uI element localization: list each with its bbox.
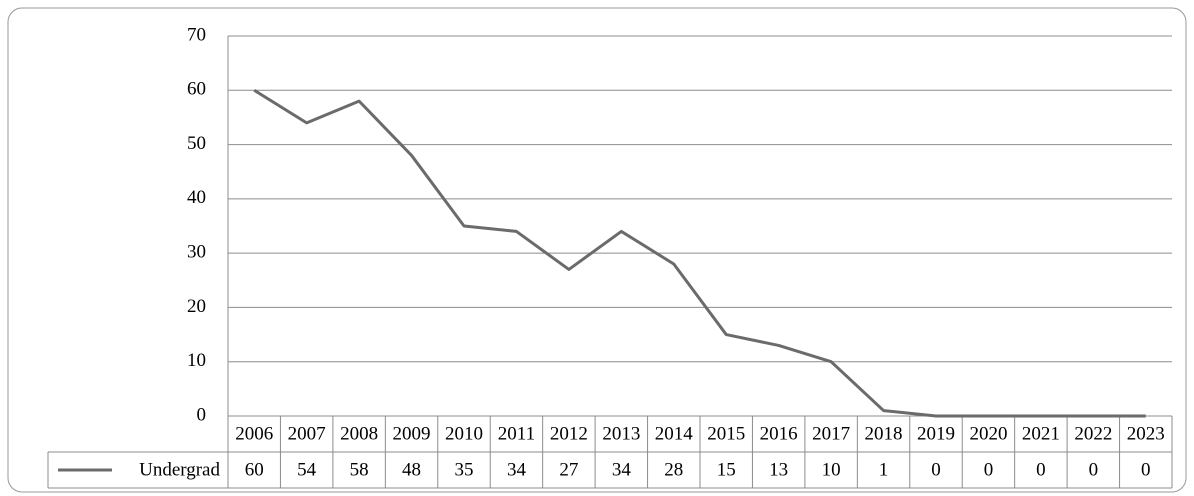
- table-value: 54: [297, 459, 317, 480]
- x-tick-label: 2009: [393, 423, 431, 444]
- legend-label: Undergrad: [139, 459, 220, 480]
- table-value: 34: [507, 459, 527, 480]
- table-value: 0: [1141, 459, 1151, 480]
- y-tick-label: 40: [187, 187, 206, 208]
- table-value: 60: [245, 459, 264, 480]
- y-tick-label: 70: [187, 24, 206, 45]
- table-value: 35: [455, 459, 474, 480]
- x-tick-label: 2010: [445, 423, 483, 444]
- x-tick-label: 2011: [498, 423, 535, 444]
- table-value: 48: [402, 459, 421, 480]
- x-tick-label: 2020: [969, 423, 1007, 444]
- table-value: 0: [1089, 459, 1099, 480]
- table-value: 34: [612, 459, 632, 480]
- x-tick-label: 2006: [235, 423, 273, 444]
- x-tick-label: 2023: [1127, 423, 1165, 444]
- table-value: 28: [664, 459, 683, 480]
- table-value: 1: [879, 459, 889, 480]
- y-tick-label: 30: [187, 242, 206, 263]
- table-value: 0: [931, 459, 941, 480]
- y-tick-label: 20: [187, 296, 206, 317]
- table-value: 27: [559, 459, 578, 480]
- x-tick-label: 2019: [917, 423, 955, 444]
- series-line: [253, 89, 1146, 418]
- x-tick-label: 2022: [1074, 423, 1112, 444]
- y-tick-label: 50: [187, 133, 206, 154]
- chart-frame: [7, 7, 1187, 493]
- x-tick-label: 2015: [707, 423, 745, 444]
- y-tick-label: 10: [187, 350, 206, 371]
- table-value: 0: [984, 459, 994, 480]
- table-value: 10: [822, 459, 841, 480]
- x-tick-label: 2014: [655, 423, 694, 444]
- x-tick-label: 2008: [340, 423, 378, 444]
- table-value: 58: [350, 459, 369, 480]
- x-tick-label: 2021: [1022, 423, 1060, 444]
- x-tick-label: 2016: [760, 423, 798, 444]
- x-tick-label: 2017: [812, 423, 850, 444]
- x-tick-label: 2012: [550, 423, 588, 444]
- x-tick-label: 2013: [602, 423, 640, 444]
- table-value: 13: [769, 459, 788, 480]
- y-tick-label: 60: [187, 79, 206, 100]
- x-tick-label: 2018: [865, 423, 903, 444]
- x-tick-label: 2007: [288, 423, 326, 444]
- table-value: 15: [717, 459, 736, 480]
- y-tick-label: 0: [197, 404, 207, 425]
- table-value: 0: [1036, 459, 1046, 480]
